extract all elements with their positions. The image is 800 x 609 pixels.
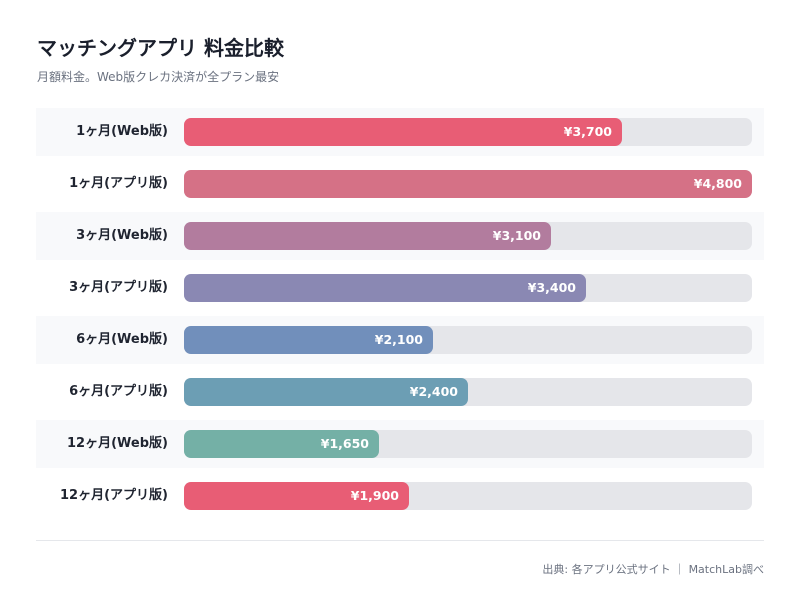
bar-value-label: ¥3,700 [563,124,612,139]
bar: ¥1,900 [184,482,409,510]
bar: ¥3,700 [184,118,622,146]
bar-value-label: ¥3,100 [492,228,541,243]
bar: ¥1,650 [184,430,379,458]
category-label: 1ヶ月(Web版) [76,124,168,139]
category-label: 3ヶ月(Web版) [76,228,168,243]
bar: ¥4,800 [184,170,752,198]
category-label: 12ヶ月(アプリ版) [60,488,168,503]
bar-row: 3ヶ月(アプリ版) ¥3,400 [36,264,764,312]
bar-row: 6ヶ月(Web版) ¥2,100 [36,316,764,364]
bar-track: ¥4,800 [184,170,752,198]
bar-value-label: ¥2,100 [374,332,423,347]
category-label: 6ヶ月(Web版) [76,332,168,347]
bar-track: ¥3,400 [184,274,752,302]
bar: ¥2,400 [184,378,468,406]
bar-row: 1ヶ月(Web版) ¥3,700 [36,108,764,156]
bar-track: ¥2,400 [184,378,752,406]
bar-track: ¥3,100 [184,222,752,250]
bar-row: 1ヶ月(アプリ版) ¥4,800 [36,160,764,208]
bar-row: 12ヶ月(アプリ版) ¥1,900 [36,472,764,520]
bar: ¥2,100 [184,326,433,354]
bar-track: ¥1,650 [184,430,752,458]
chart-title: マッチングアプリ 料金比較 [37,36,284,60]
category-label: 6ヶ月(アプリ版) [69,384,168,399]
category-label: 1ヶ月(アプリ版) [69,176,168,191]
bar-value-label: ¥2,400 [409,384,458,399]
bar-value-label: ¥4,800 [693,176,742,191]
bar-track: ¥1,900 [184,482,752,510]
bar-row: 12ヶ月(Web版) ¥1,650 [36,420,764,468]
bar: ¥3,400 [184,274,586,302]
bar-row: 6ヶ月(アプリ版) ¥2,400 [36,368,764,416]
bar-value-label: ¥3,400 [527,280,576,295]
bar-value-label: ¥1,650 [320,436,369,451]
category-label: 3ヶ月(アプリ版) [69,280,168,295]
bar: ¥3,100 [184,222,551,250]
bar-track: ¥3,700 [184,118,752,146]
bar-value-label: ¥1,900 [350,488,399,503]
bar-row: 3ヶ月(Web版) ¥3,100 [36,212,764,260]
footer-divider [36,540,764,541]
bar-track: ¥2,100 [184,326,752,354]
category-label: 12ヶ月(Web版) [67,436,168,451]
chart-subtitle: 月額料金。Web版クレカ決済が全プラン最安 [37,70,280,84]
source-note: 出典: 各アプリ公式サイト ｜ MatchLab調べ [542,563,764,576]
bar-chart: 1ヶ月(Web版) ¥3,700 1ヶ月(アプリ版) ¥4,800 3ヶ月(Web版) ¥… [36,0,764,530]
